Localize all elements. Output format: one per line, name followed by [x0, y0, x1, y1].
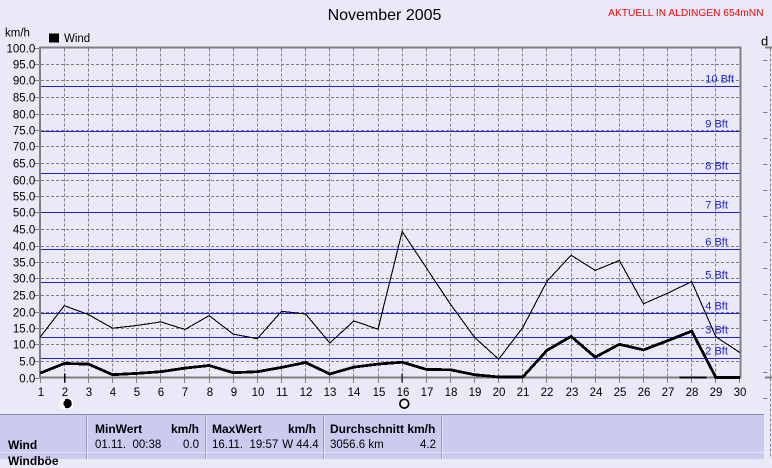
svg-text:6 Bft: 6 Bft [705, 237, 728, 249]
svg-text:30.0: 30.0 [13, 274, 35, 286]
svg-text:12: 12 [300, 387, 313, 399]
svg-text:19: 19 [469, 387, 482, 399]
svg-text:95.0: 95.0 [13, 60, 35, 72]
svg-text:40.0: 40.0 [13, 242, 35, 254]
svg-text:9 Bft: 9 Bft [705, 119, 728, 131]
svg-text:10 Bft: 10 Bft [705, 74, 734, 86]
svg-text:45.0: 45.0 [13, 225, 35, 237]
svg-text:4 Bft: 4 Bft [705, 301, 728, 313]
svg-text:35.0: 35.0 [13, 258, 35, 270]
svg-text:28: 28 [686, 387, 699, 399]
svg-text:10.0: 10.0 [13, 340, 35, 352]
svg-text:75.0: 75.0 [13, 126, 35, 138]
svg-text:16: 16 [397, 387, 410, 399]
svg-text:8: 8 [207, 387, 213, 399]
svg-text:17: 17 [421, 387, 434, 399]
svg-text:70.0: 70.0 [13, 142, 35, 154]
svg-text:55.0: 55.0 [13, 192, 35, 204]
svg-text:21: 21 [517, 387, 530, 399]
svg-text:80.0: 80.0 [13, 110, 35, 122]
svg-text:13: 13 [324, 387, 337, 399]
svg-text:90.0: 90.0 [13, 76, 35, 88]
svg-text:29: 29 [710, 387, 723, 399]
svg-text:27: 27 [662, 387, 675, 399]
svg-text:24: 24 [590, 387, 603, 399]
svg-text:5.0: 5.0 [19, 357, 35, 369]
svg-text:10: 10 [252, 387, 265, 399]
svg-text:65.0: 65.0 [13, 159, 35, 171]
svg-text:5 Bft: 5 Bft [705, 270, 728, 282]
svg-text:26: 26 [638, 387, 651, 399]
svg-text:6: 6 [158, 387, 164, 399]
svg-text:15: 15 [373, 387, 386, 399]
svg-text:85.0: 85.0 [13, 93, 35, 105]
svg-text:November 2005: November 2005 [328, 7, 442, 24]
svg-text:14: 14 [348, 387, 361, 399]
svg-text:7 Bft: 7 Bft [705, 200, 728, 212]
svg-text:9: 9 [231, 387, 237, 399]
svg-text:22: 22 [541, 387, 554, 399]
svg-text:AKTUELL IN ALDINGEN 654mNN: AKTUELL IN ALDINGEN 654mNN [608, 8, 763, 19]
svg-text:1: 1 [38, 387, 44, 399]
svg-text:3 Bft: 3 Bft [705, 325, 728, 337]
svg-text:20: 20 [493, 387, 506, 399]
svg-text:60.0: 60.0 [13, 176, 35, 188]
svg-text:7: 7 [182, 387, 188, 399]
svg-text:25.0: 25.0 [13, 291, 35, 303]
svg-text:4: 4 [110, 387, 117, 399]
svg-text:23: 23 [566, 387, 579, 399]
svg-text:8 Bft: 8 Bft [705, 161, 728, 173]
svg-text:d: d [761, 34, 768, 49]
svg-text:25: 25 [614, 387, 627, 399]
svg-text:2: 2 [62, 387, 68, 399]
svg-text:3: 3 [86, 387, 92, 399]
svg-text:50.0: 50.0 [13, 208, 35, 220]
svg-text:0.0: 0.0 [19, 374, 35, 386]
svg-text:18: 18 [445, 387, 458, 399]
svg-text:100.0: 100.0 [7, 44, 36, 56]
svg-text:30: 30 [734, 387, 747, 399]
svg-text:5: 5 [134, 387, 140, 399]
svg-text:Wind: Wind [64, 33, 90, 45]
svg-text:2 Bft: 2 Bft [705, 346, 728, 358]
svg-text:11: 11 [276, 387, 288, 399]
svg-text:20.0: 20.0 [13, 308, 35, 320]
svg-text:km/h: km/h [5, 28, 30, 40]
svg-text:15.0: 15.0 [13, 324, 35, 336]
